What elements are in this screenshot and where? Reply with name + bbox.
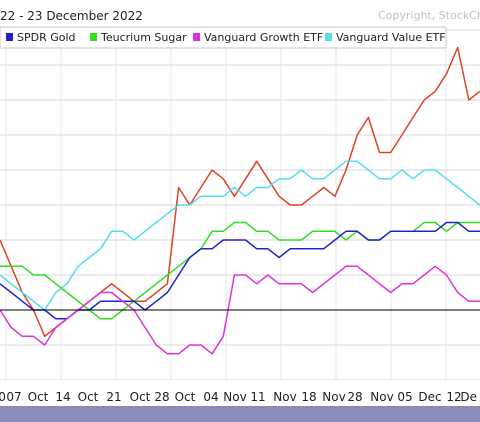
legend-label: Teucrium Sugar (100, 31, 187, 44)
legend-label: Vanguard Growth ETF (204, 31, 323, 44)
legend-swatch (325, 33, 332, 41)
x-tick-label: 12 (446, 390, 461, 404)
x-tick-label: Oct (28, 390, 49, 404)
x-tick-label: 05 (397, 390, 412, 404)
plot-area (0, 28, 480, 380)
x-tick-label: De (460, 390, 477, 404)
x-tick-label: Nov (223, 390, 246, 404)
x-tick-label: 28 (347, 390, 362, 404)
x-tick-label: 0 (0, 390, 6, 404)
legend-label: SPDR Gold (17, 31, 76, 44)
legend: SPDR Gold Teucrium Sugar Vanguard Growth E… (6, 31, 446, 44)
x-tick-label: Oct (175, 390, 196, 404)
x-axis-band (0, 380, 480, 406)
series-line-1 (0, 160, 480, 311)
x-axis-ticks: 0 07 Oct 14 Oct 21 Oct 28 Oct 04 Nov 11 Nov 18 Nov 28 No… (0, 390, 477, 404)
x-tick-label: 28 (154, 390, 169, 404)
legend-swatch (6, 33, 13, 41)
x-tick-label: Oct (130, 390, 151, 404)
x-tick-label: 18 (301, 390, 316, 404)
x-tick-label: 14 (55, 390, 70, 404)
legend-label: Vanguard Value ETF (336, 31, 446, 44)
x-tick-label: 04 (203, 390, 218, 404)
x-tick-label: 21 (106, 390, 121, 404)
series-line-4 (0, 265, 480, 355)
chart-title: 22 - 23 December 2022 (0, 9, 143, 23)
x-tick-label: Oct (78, 390, 99, 404)
header-band (0, 0, 480, 28)
legend-swatch (90, 33, 97, 41)
x-tick-label: Dec (418, 390, 441, 404)
x-tick-label: Nov (370, 390, 393, 404)
x-tick-label: Nov (322, 390, 345, 404)
x-tick-label: 11 (250, 390, 265, 404)
legend-swatch (193, 33, 200, 41)
x-tick-label: Nov (273, 390, 296, 404)
x-tick-label: 07 (6, 390, 21, 404)
copyright-text: Copyright, StockCh (378, 9, 480, 22)
legend-box (0, 26, 447, 49)
